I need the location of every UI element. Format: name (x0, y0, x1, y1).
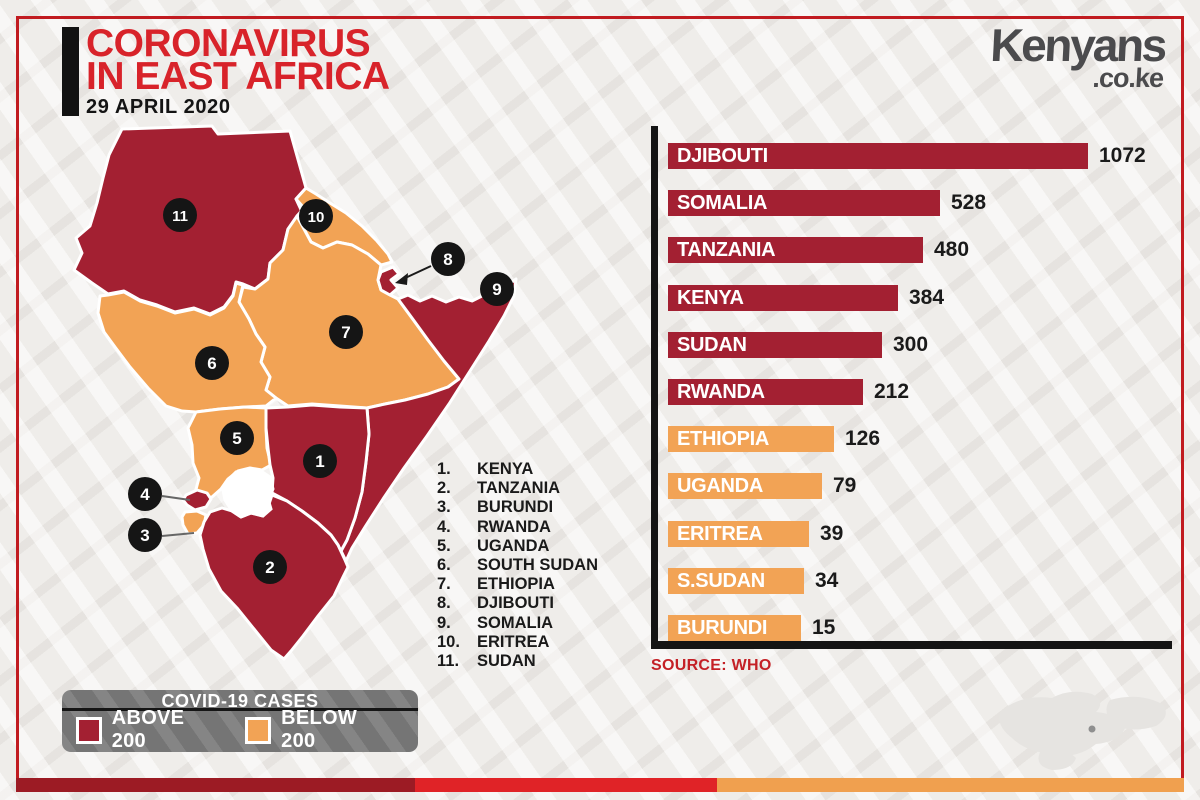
list-item-name: DJIBOUTI (477, 594, 555, 613)
map-number-badge: 4 (128, 477, 162, 511)
list-item: 10. ERITREA (437, 633, 598, 652)
map-number-badge: 6 (195, 346, 229, 380)
title-line2: IN EAST AFRICA (86, 55, 390, 98)
map-country-south-sudan (96, 281, 278, 414)
list-item-number: 10. (437, 632, 460, 651)
list-item: 9. SOMALIA (437, 614, 598, 633)
list-item-number: 7. (437, 575, 451, 594)
legend-label-below: BELOW 200 (281, 707, 358, 752)
list-item: 5. UGANDA (437, 537, 598, 556)
svg-text:7: 7 (341, 323, 350, 342)
svg-text:2: 2 (265, 558, 274, 577)
list-item: 3. BURUNDI (437, 498, 598, 517)
list-item-name: ETHIOPIA (477, 575, 555, 594)
map-number-badge: 9 (480, 272, 514, 306)
page-title-block: CORONAVIRUS IN EAST AFRICA 29 APRIL 2020 (62, 22, 390, 119)
map-number-badge: 8 (431, 242, 465, 276)
footer-stripe-red (415, 778, 717, 792)
list-item: 4. RWANDA (437, 518, 598, 537)
list-item-name: KENYA (477, 460, 534, 479)
footer-stripe-dark-red (16, 778, 416, 792)
map-country-somalia (339, 277, 518, 563)
list-item-name: BURUNDI (477, 498, 554, 517)
list-item-number: 5. (437, 536, 451, 555)
title-line1: CORONAVIRUS (86, 22, 371, 65)
cases-legend: COVID-19 CASES ABOVE 200 BELOW 200 (62, 690, 418, 752)
list-item-name: TANZANIA (477, 479, 561, 498)
map-number-badge: 10 (299, 199, 333, 233)
legend-label-above: ABOVE 200 (111, 707, 185, 752)
callout-line (161, 532, 195, 537)
title-accent-bar (62, 27, 79, 116)
list-item: 2. TANZANIA (437, 479, 598, 498)
list-item-number: 6. (437, 556, 451, 575)
map-number-badge: 7 (329, 315, 363, 349)
svg-text:5: 5 (232, 429, 241, 448)
map-number-badge: 5 (220, 421, 254, 455)
list-item-number: 1. (437, 460, 451, 479)
svg-text:9: 9 (492, 280, 501, 299)
list-item-number: 3. (437, 498, 451, 517)
list-item-name: RWANDA (477, 517, 551, 536)
list-item: 8. DJIBOUTI (437, 594, 598, 613)
footer-stripe-orange (716, 778, 1184, 792)
list-item: 7. ETHIOPIA (437, 575, 598, 594)
map-country-djibouti (376, 265, 401, 297)
svg-text:1: 1 (315, 452, 324, 471)
lake-victoria (221, 467, 275, 519)
svg-text:11: 11 (172, 208, 188, 225)
callout-line (161, 495, 191, 501)
map-country-rwanda (181, 488, 213, 512)
list-item-number: 9. (437, 613, 451, 632)
list-item-name: SOMALIA (477, 613, 554, 632)
list-item: 1. KENYA (437, 460, 598, 479)
svg-text:3: 3 (140, 526, 149, 545)
legend-swatch-below (245, 716, 272, 744)
list-item-name: ERITREA (477, 632, 550, 651)
footer-stripe (16, 778, 1184, 792)
map-number-badge: 3 (128, 518, 162, 552)
map-number-badge: 11 (163, 198, 197, 232)
list-item-name: UGANDA (477, 536, 550, 555)
date-label: 29 APRIL 2020 (86, 96, 231, 118)
map-number-badge: 1 (303, 444, 337, 478)
legend-swatch-above (76, 716, 102, 744)
list-item: 11. SUDAN (437, 652, 598, 671)
list-item-name: SOUTH SUDAN (477, 556, 599, 575)
list-item-number: 4. (437, 517, 451, 536)
djibouti-arrow-head (395, 273, 408, 285)
map-number-badge: 2 (253, 550, 287, 584)
legend-title: COVID-19 CASES (62, 690, 418, 711)
svg-text:10: 10 (308, 209, 325, 226)
country-index-list: 1. KENYA 2. TANZANIA 3. BURUNDI 4. RWANDA 5. UGAN… (437, 460, 598, 671)
list-item: 6. SOUTH SUDAN (437, 556, 598, 575)
svg-text:4: 4 (140, 485, 150, 504)
map-country-burundi (180, 509, 208, 536)
svg-text:8: 8 (443, 250, 452, 269)
list-item-name: SUDAN (477, 651, 536, 670)
svg-text:6: 6 (207, 354, 216, 373)
list-item-number: 8. (437, 594, 451, 613)
list-item-number: 11. (437, 651, 460, 670)
list-item-number: 2. (437, 479, 451, 498)
